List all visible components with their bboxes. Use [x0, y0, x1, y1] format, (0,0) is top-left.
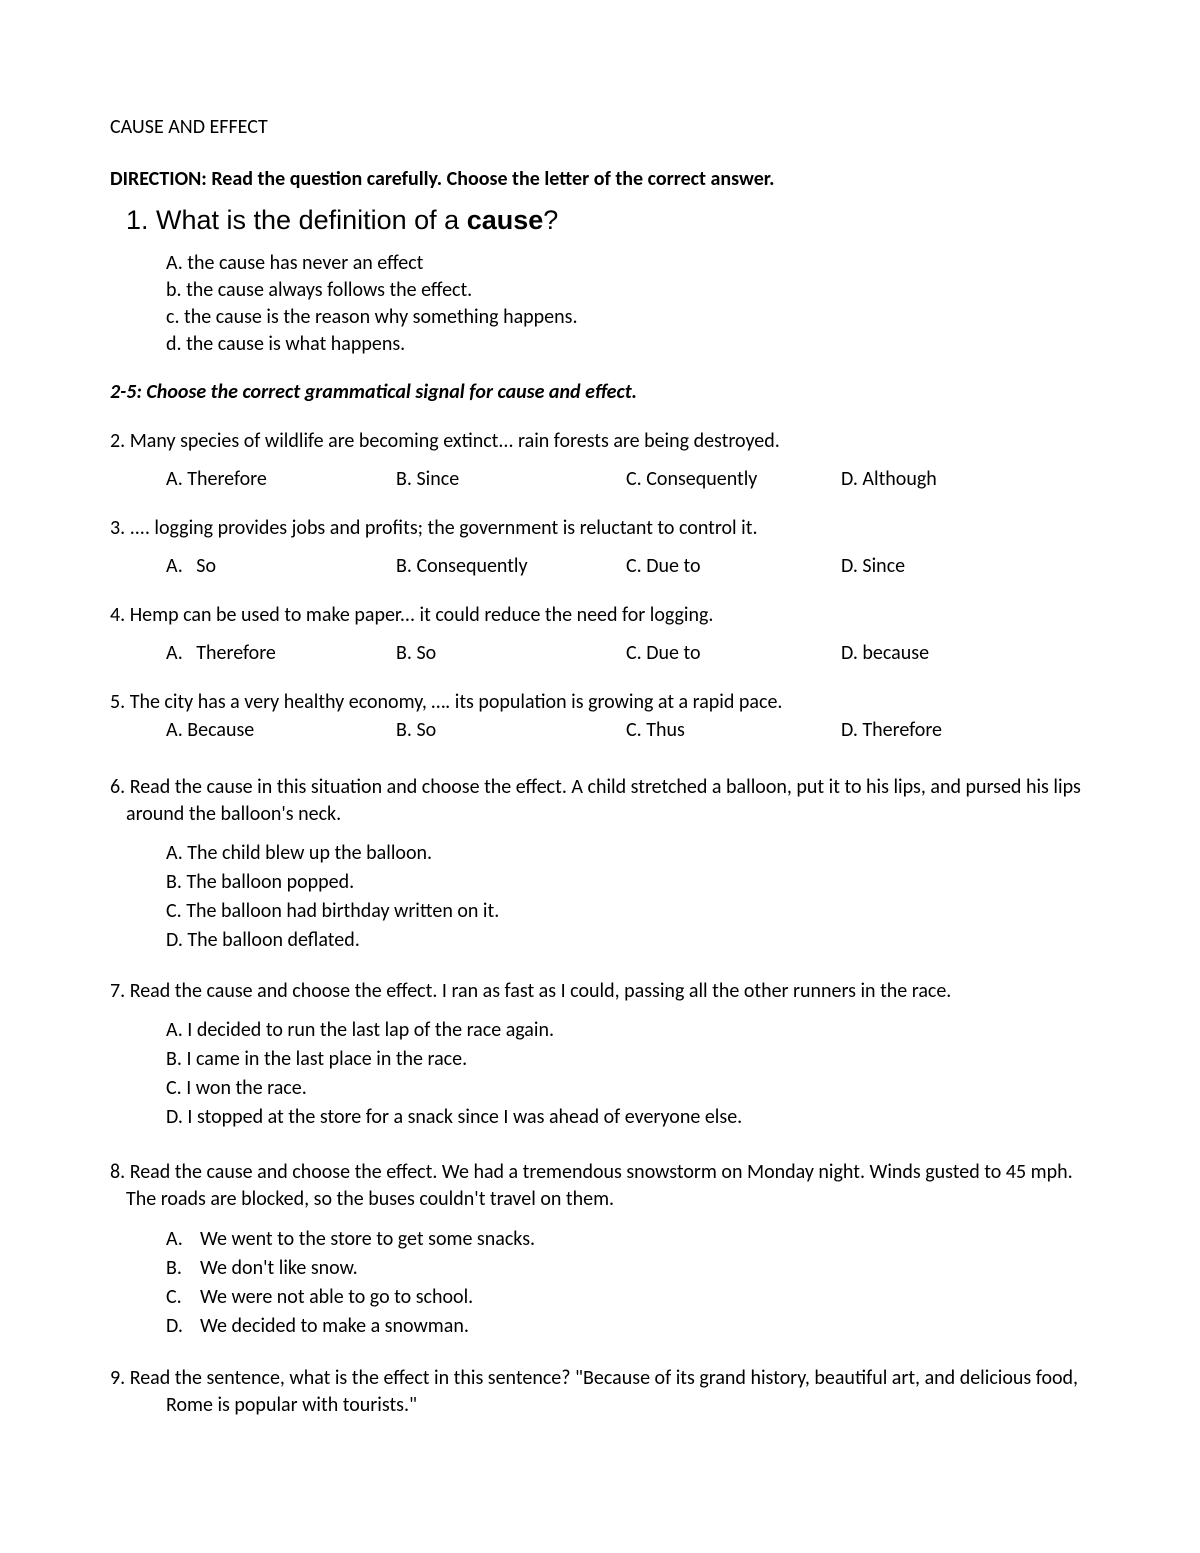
question-3: 3. .... logging provides jobs and profit…: [110, 515, 1090, 542]
direction-text: DIRECTION: Read the question carefully. …: [110, 167, 1090, 191]
q6-option-c: C. The balloon had birthday written on i…: [166, 898, 1090, 925]
q7-option-d: D. I stopped at the store for a snack si…: [166, 1104, 1090, 1131]
q3-option-c: C. Due to: [626, 554, 841, 578]
q8-option-d: We decided to make a snowman.: [200, 1312, 469, 1341]
q3-option-d: D. Since: [841, 554, 905, 578]
q4-options: A. Therefore B. So C. Due to D. because: [166, 641, 1090, 665]
q1-option-c: c. the cause is the reason why something…: [166, 304, 1090, 331]
q4-option-a: A. Therefore: [166, 641, 396, 665]
q8-option-c: We were not able to go to school.: [200, 1283, 473, 1312]
question-2: 2. Many species of wildlife are becoming…: [110, 428, 1090, 455]
q7-option-c: C. I won the race.: [166, 1075, 1090, 1102]
q1-bold: cause: [467, 205, 544, 235]
question-8: 8. Read the cause and choose the effect.…: [110, 1159, 1090, 1213]
q5-option-c: C. Thus: [626, 718, 841, 742]
q4-option-b: B. So: [396, 641, 626, 665]
q6-option-b: B. The balloon popped.: [166, 869, 1090, 896]
question-1: 1. What is the definition of a cause?: [126, 205, 1090, 236]
q8-options: A.We went to the store to get some snack…: [166, 1225, 1090, 1341]
question-5: 5. The city has a very healthy economy, …: [110, 689, 1090, 716]
q4-option-d: D. because: [841, 641, 929, 665]
q1-option-d: d. the cause is what happens.: [166, 331, 1090, 358]
q6-option-a: A. The child blew up the balloon.: [166, 840, 1090, 867]
q8-letter-b: B.: [166, 1254, 200, 1283]
q5-options: A. Because B. So C. Thus D. Therefore: [166, 718, 1090, 742]
q8-letter-d: D.: [166, 1312, 200, 1341]
q5-option-d: D. Therefore: [841, 718, 942, 742]
q6-options: A. The child blew up the balloon. B. The…: [166, 840, 1090, 954]
question-7: 7. Read the cause and choose the effect.…: [110, 978, 1090, 1005]
q7-option-b: B. I came in the last place in the race.: [166, 1046, 1090, 1073]
question-4: 4. Hemp can be used to make paper... it …: [110, 602, 1090, 629]
q1-option-b: b. the cause always follows the effect.: [166, 277, 1090, 304]
q2-option-d: D. Although: [841, 467, 937, 491]
q1-prefix: 1. What is the definition of a: [126, 205, 467, 235]
q2-options: A. Therefore B. Since C. Consequently D.…: [166, 467, 1090, 491]
question-9: 9. Read the sentence, what is the effect…: [110, 1365, 1090, 1419]
subheading-2-5: 2-5: Choose the correct grammatical sign…: [110, 380, 1090, 404]
q3-options: A. So B. Consequently C. Due to D. Since: [166, 554, 1090, 578]
q8-letter-a: A.: [166, 1225, 200, 1254]
q4-option-c: C. Due to: [626, 641, 841, 665]
q8-option-a: We went to the store to get some snacks.: [200, 1225, 535, 1254]
q1-option-a: A. the cause has never an effect: [166, 250, 1090, 277]
q3-option-b: B. Consequently: [396, 554, 626, 578]
q2-option-c: C. Consequently: [626, 467, 841, 491]
q5-option-b: B. So: [396, 718, 626, 742]
q1-suffix: ?: [543, 205, 558, 235]
question-6: 6. Read the cause in this situation and …: [110, 774, 1090, 828]
q7-options: A. I decided to run the last lap of the …: [166, 1017, 1090, 1131]
document-page: CAUSE AND EFFECT DIRECTION: Read the que…: [0, 0, 1200, 1553]
q3-option-a: A. So: [166, 554, 396, 578]
q8-letter-c: C.: [166, 1283, 200, 1312]
q6-option-d: D. The balloon deflated.: [166, 927, 1090, 954]
q5-option-a: A. Because: [166, 718, 396, 742]
q2-option-b: B. Since: [396, 467, 626, 491]
q1-options: A. the cause has never an effect b. the …: [166, 250, 1090, 358]
q7-option-a: A. I decided to run the last lap of the …: [166, 1017, 1090, 1044]
q8-option-b: We don't like snow.: [200, 1254, 358, 1283]
page-title: CAUSE AND EFFECT: [110, 115, 1090, 139]
q2-option-a: A. Therefore: [166, 467, 396, 491]
